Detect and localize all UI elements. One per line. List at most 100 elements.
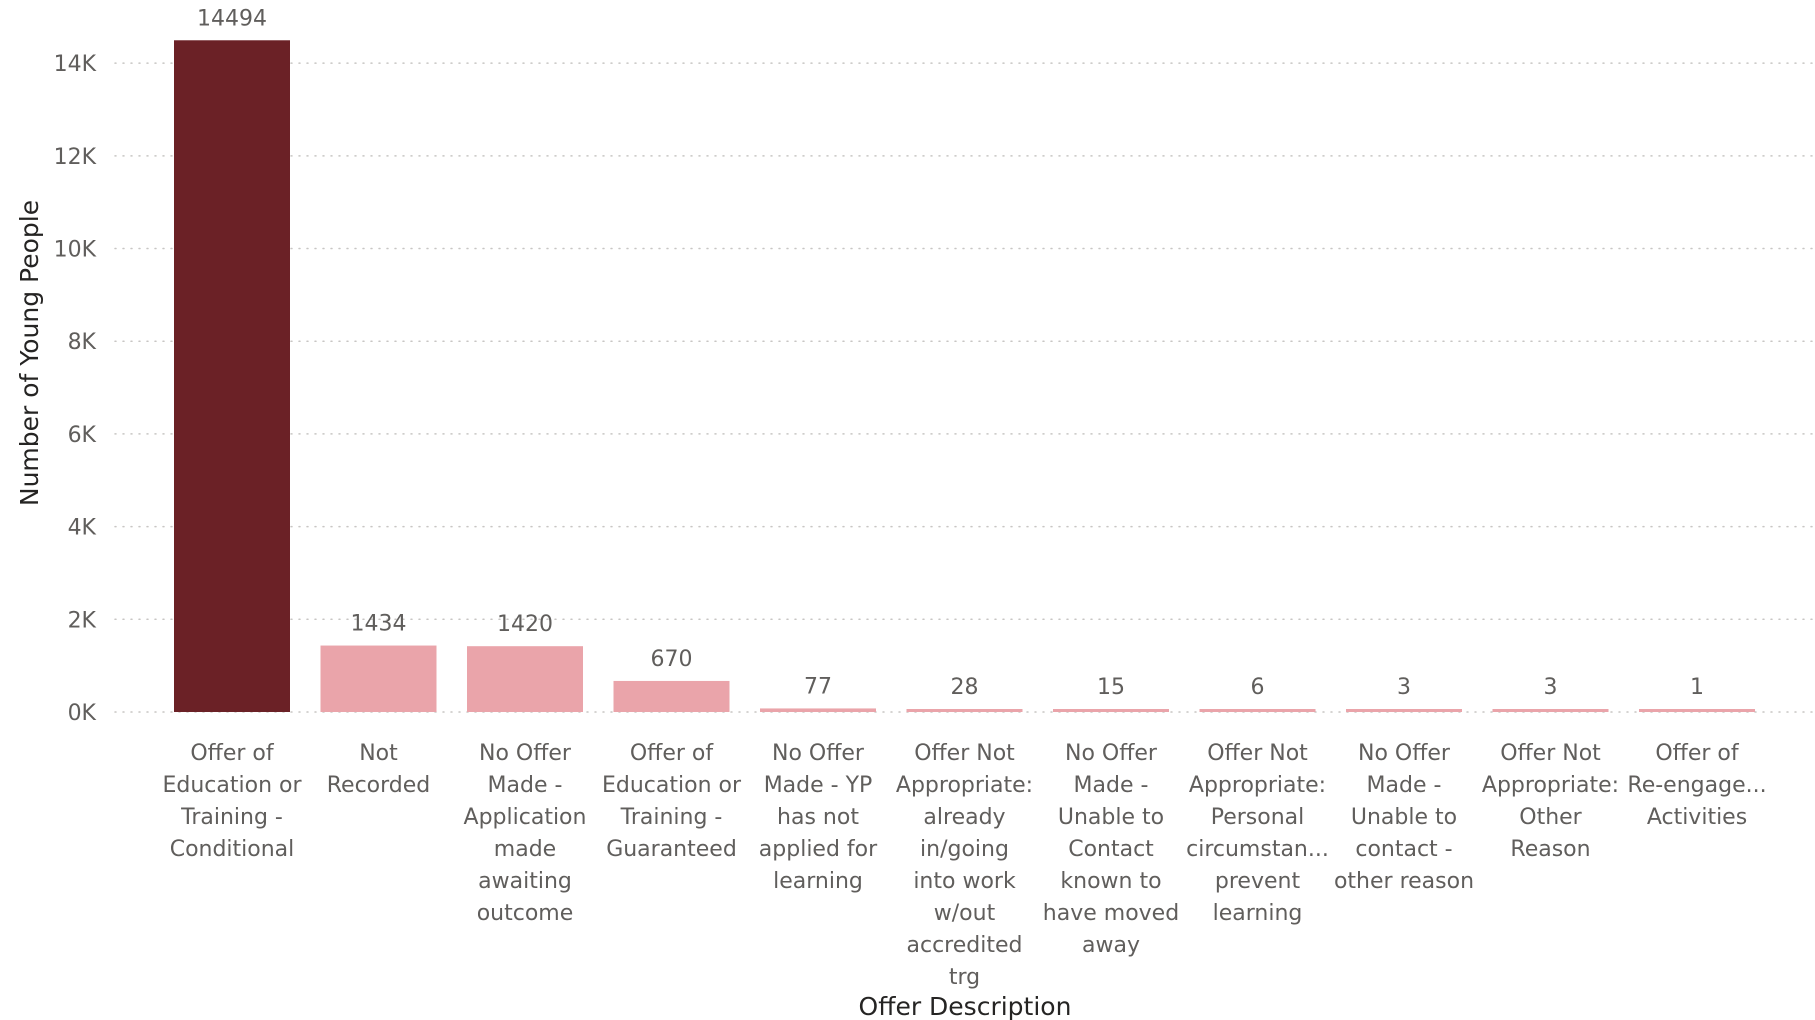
x-tick-label-line: other reason — [1334, 869, 1474, 894]
x-tick-label-line: Unable to — [1351, 805, 1457, 830]
x-tick-label: No Offer Made - Application made awaiting out… — [464, 741, 587, 926]
x-tick-label: No Offer Made - YP has not applied for learn… — [759, 741, 878, 894]
data-label: 1 — [1690, 675, 1704, 700]
x-tick-label-line: No Offer — [772, 741, 865, 766]
x-tick-label-line: contact - — [1355, 837, 1452, 862]
data-label: 670 — [651, 647, 693, 672]
x-tick-label-line: Training - — [620, 805, 723, 830]
x-tick-label-line: Education or — [602, 773, 742, 798]
x-tick-label: Offer of Education or Training - Conditiona… — [162, 741, 302, 862]
x-tick-label: Offer of Education or Training - Guaranteed — [602, 741, 742, 862]
bar[interactable] — [906, 709, 1023, 712]
x-tick-label-line: Education or — [162, 773, 302, 798]
x-tick-label: Not Recorded — [327, 741, 431, 798]
y-tick-label: 0K — [68, 701, 97, 726]
x-tick-label-line: Not — [359, 741, 398, 766]
x-tick-label-line: Offer of — [630, 741, 715, 766]
x-tick-label-line: Offer Not — [1500, 741, 1601, 766]
y-tick-label: 4K — [68, 516, 97, 541]
bars — [174, 40, 1755, 712]
x-tick-label-line: Appropriate: — [1482, 773, 1619, 798]
x-tick-label: Offer Not Appropriate: Personal circumstan.… — [1186, 741, 1329, 926]
data-label: 77 — [804, 674, 832, 699]
x-tick-label-line: has not — [777, 805, 859, 830]
x-tick-label-line: Application — [464, 805, 587, 830]
bar[interactable] — [467, 646, 583, 712]
x-tick-label-line: Made - — [1074, 773, 1149, 798]
y-axis-ticks: 0K 2K 4K 6K 8K 10K 12K 14K — [54, 52, 97, 726]
y-axis-title: Number of Young People — [15, 200, 44, 506]
x-tick-label-line: No Offer — [1065, 741, 1158, 766]
x-tick-label-line: Reason — [1510, 837, 1590, 862]
x-tick-label-line: Made - YP — [764, 773, 873, 798]
x-tick-label-line: Offer Not — [914, 741, 1015, 766]
x-tick-label-line: in/going — [920, 837, 1009, 862]
bar[interactable] — [760, 708, 876, 712]
x-tick-label-line: Made - — [488, 773, 563, 798]
x-tick-label-line: circumstan... — [1186, 837, 1329, 862]
x-axis-title: Offer Description — [859, 992, 1072, 1020]
data-label: 6 — [1251, 675, 1265, 700]
x-tick-label-line: Appropriate: — [1189, 773, 1326, 798]
data-label: 1434 — [351, 612, 407, 637]
x-tick-label-line: away — [1082, 933, 1140, 958]
x-tick-label-line: into work — [913, 869, 1016, 894]
bar[interactable] — [1346, 709, 1462, 712]
data-label: 3 — [1544, 675, 1558, 700]
bar[interactable] — [1492, 709, 1609, 712]
x-tick-label: No Offer Made - Unable to Contact known to ha… — [1043, 741, 1179, 958]
data-labels: 14494 1434 1420 670 77 28 15 6 3 3 1 — [197, 6, 1704, 700]
x-tick-label-line: awaiting — [478, 869, 572, 894]
data-label: 1420 — [497, 612, 553, 637]
x-axis-categories: Offer of Education or Training - Conditiona… — [162, 741, 1766, 990]
data-label: 15 — [1097, 675, 1125, 700]
x-tick-label-line: No Offer — [1358, 741, 1451, 766]
bar[interactable] — [320, 645, 437, 712]
x-tick-label-line: Offer Not — [1207, 741, 1308, 766]
y-tick-label: 10K — [54, 238, 97, 263]
x-tick-label-line: learning — [1213, 901, 1303, 926]
x-tick-label-line: Made - — [1367, 773, 1442, 798]
y-tick-label: 8K — [68, 330, 97, 355]
x-tick-label-line: Other — [1519, 805, 1582, 830]
bar[interactable] — [1053, 709, 1169, 712]
x-tick-label-line: Re-engage... — [1627, 773, 1766, 798]
x-tick-label-line: No Offer — [479, 741, 572, 766]
x-tick-label-line: made — [494, 837, 556, 862]
x-tick-label-line: Appropriate: — [896, 773, 1033, 798]
x-tick-label: No Offer Made - Unable to contact - other re… — [1334, 741, 1474, 894]
x-tick-label-line: Unable to — [1058, 805, 1164, 830]
y-tick-label: 6K — [68, 423, 97, 448]
x-tick-label-line: already — [923, 805, 1005, 830]
x-tick-label-line: accredited — [907, 933, 1023, 958]
x-tick-label-line: Conditional — [170, 837, 295, 862]
x-tick-label-line: Offer of — [1655, 741, 1740, 766]
data-label: 3 — [1397, 675, 1411, 700]
x-tick-label: Offer Not Appropriate: already in/going into… — [896, 741, 1033, 990]
x-tick-label: Offer of Re-engage... Activities — [1627, 741, 1766, 830]
x-tick-label-line: w/out — [934, 901, 996, 926]
bar[interactable] — [1199, 709, 1316, 712]
x-tick-label-line: known to — [1060, 869, 1161, 894]
x-tick-label-line: Recorded — [327, 773, 431, 798]
y-tick-label: 12K — [54, 145, 97, 170]
x-tick-label-line: Training - — [180, 805, 283, 830]
x-tick-label-line: prevent — [1215, 869, 1301, 894]
x-tick-label-line: trg — [949, 965, 980, 990]
bar[interactable] — [1639, 709, 1755, 712]
x-tick-label-line: Personal — [1211, 805, 1305, 830]
x-tick-label-line: outcome — [477, 901, 574, 926]
data-label: 28 — [951, 675, 979, 700]
x-tick-label-line: Contact — [1068, 837, 1154, 862]
bar[interactable] — [613, 680, 730, 712]
y-tick-label: 2K — [68, 608, 97, 633]
x-tick-label-line: have moved — [1043, 901, 1179, 926]
x-tick-label-line: applied for — [759, 837, 878, 862]
data-label: 14494 — [197, 6, 267, 31]
x-tick-label-line: Activities — [1647, 805, 1747, 830]
x-tick-label: Offer Not Appropriate: Other Reason — [1482, 741, 1619, 862]
x-tick-label-line: learning — [773, 869, 863, 894]
y-tick-label: 14K — [54, 52, 97, 77]
bar[interactable] — [174, 40, 290, 712]
